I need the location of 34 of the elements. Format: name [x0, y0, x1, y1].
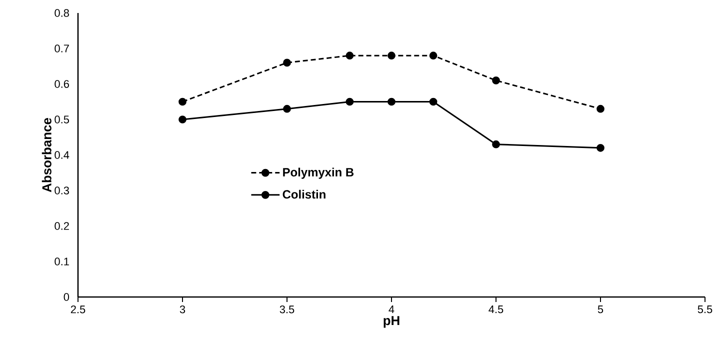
point	[429, 52, 438, 60]
point	[596, 144, 604, 152]
point	[346, 52, 354, 60]
x-tick-label: 5.5	[698, 306, 712, 314]
x-tick-label: 3	[180, 306, 186, 314]
point	[596, 104, 604, 113]
x-tick-label: 4.5	[488, 306, 504, 314]
point	[283, 104, 291, 113]
x-axis-title: pH	[384, 316, 400, 328]
legend-label: Polymyxin B	[283, 168, 354, 179]
x-tick-label: 2.5	[70, 306, 86, 314]
y-tick-label: 0.8	[54, 9, 69, 17]
y-tick-label: 0.3	[54, 186, 69, 194]
y-tick-label: 0.5	[54, 116, 70, 124]
x-tick-label: 4	[388, 306, 394, 314]
x-tick-label: 5	[598, 306, 604, 314]
y-tick-label: 0.6	[54, 80, 69, 88]
point	[388, 98, 396, 106]
point	[178, 98, 186, 106]
y-tick-label: 0.4	[54, 151, 70, 159]
point	[283, 58, 291, 67]
point	[178, 116, 186, 124]
point	[492, 76, 500, 84]
y-tick-label: 0.7	[54, 44, 69, 52]
y-tick-label: 0	[64, 293, 70, 301]
x-tick-label: 3.5	[280, 306, 294, 314]
point	[429, 98, 438, 106]
y-axis-title: Absorbance	[42, 118, 52, 192]
y-tick-label: 0.2	[54, 222, 69, 230]
y-tick-label: 0.1	[54, 258, 69, 266]
legend-label: Colistin	[282, 190, 326, 199]
point	[492, 140, 500, 148]
point	[388, 52, 396, 60]
point	[346, 98, 354, 106]
